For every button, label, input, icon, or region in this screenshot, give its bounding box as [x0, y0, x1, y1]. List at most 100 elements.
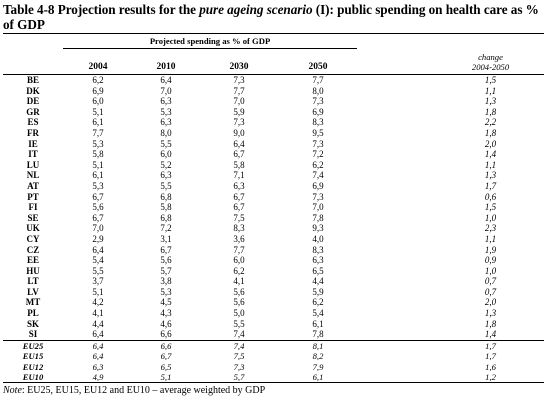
value-cell: 6,7: [233, 191, 245, 202]
note-text: : EU25, EU15, EU12 and EU10 – average we…: [21, 385, 266, 396]
change-cell: 1,1: [484, 85, 497, 96]
change-cell: 1,6: [485, 361, 496, 372]
value-cell: 6,7: [160, 244, 172, 255]
table-row: CZ 6,4 6,7 7,7 8,3 1,9: [3, 245, 544, 256]
value-cell: 9,0: [233, 127, 245, 138]
table-row: EU25 6,4 6,6 7,4 8,1 1,7: [3, 339, 545, 352]
value-cell: 6,1: [279, 372, 358, 384]
value-cell: 7,7: [233, 85, 245, 96]
country-code: CZ: [26, 244, 40, 255]
value-cell: 6,8: [160, 191, 172, 202]
country-code: AT: [27, 180, 39, 191]
change-cell: 0,6: [484, 191, 497, 202]
change-cell: 1,7: [485, 351, 496, 362]
table-row: IT 5,8 6,0 6,7 7,2 1,4: [3, 149, 544, 160]
value-cell: 6,4: [92, 329, 104, 340]
value-cell: 7,3: [312, 96, 324, 107]
table-note: Note: EU25, EU15, EU12 and EU10 – averag…: [3, 385, 265, 397]
value-cell: 7,1: [233, 170, 245, 181]
change-cell: 1,2: [437, 372, 545, 384]
country-code: PT: [27, 191, 39, 202]
value-cell: 7,3: [199, 73, 279, 86]
table-row: SI 6,4 6,6 7,4 7,8 1,4: [3, 329, 544, 340]
value-cell: 7,3: [312, 191, 324, 202]
value-cell: 9,5: [312, 127, 324, 138]
value-cell: 3,1: [160, 233, 172, 244]
value-cell: 6,5: [160, 361, 172, 372]
value-cell: 7,8: [312, 329, 324, 340]
change-cell: 1,1: [484, 233, 497, 244]
value-cell: 3,6: [233, 233, 245, 244]
value-cell: 5,8: [92, 149, 104, 160]
value-cell: 5,4: [312, 308, 324, 319]
value-cell: 6,9: [92, 85, 104, 96]
change-cell: 1,4: [484, 149, 497, 160]
value-cell: 5,8: [160, 202, 172, 213]
table-row: LV 5,1 5,3 5,6 5,9 0,7: [3, 287, 544, 298]
value-cell: 6,3: [160, 170, 172, 181]
column-header: 2010: [156, 62, 176, 72]
country-code: EU12: [22, 361, 44, 372]
value-cell: 4,1: [92, 308, 104, 319]
table-row: CY 2,9 3,1 3,6 4,0 1,1: [3, 234, 544, 245]
value-cell: 5,3: [92, 180, 104, 191]
value-cell: 3,7: [92, 276, 104, 287]
country-code: UK: [26, 223, 40, 234]
country-code: FR: [27, 127, 39, 138]
value-cell: 5,2: [160, 159, 172, 170]
table-row: GR 5,1 5,3 5,9 6,9 1,8: [3, 107, 544, 118]
country-code: IT: [28, 149, 38, 160]
value-cell: 7,7: [233, 244, 245, 255]
value-cell: 4,5: [160, 297, 172, 308]
value-cell: 7,3: [233, 361, 245, 372]
table-row: EU15 6,4 6,7 7,5 8,2 1,7: [3, 351, 544, 361]
table-row: FI 5,6 5,8 6,7 7,0 1,5: [3, 202, 544, 213]
table-row: DE 6,0 6,3 7,0 7,3 1,3: [3, 96, 544, 107]
country-code: EU15: [22, 351, 44, 362]
change-cell: 1,5: [484, 202, 497, 213]
country-code: SE: [27, 212, 39, 223]
column-header: 2050: [308, 62, 328, 72]
change-cell: 2,2: [484, 117, 497, 128]
value-cell: 7,3: [233, 117, 245, 128]
value-cell: 7,5: [233, 351, 245, 362]
value-cell: 5,6: [92, 202, 104, 213]
change-cell: 1,8: [484, 106, 497, 117]
table-row: EU12 6,3 6,5 7,3 7,9 1,6: [3, 362, 544, 372]
country-code: GR: [26, 106, 40, 117]
value-cell: 5,6: [233, 297, 245, 308]
value-cell: 5,9: [312, 286, 324, 297]
change-cell: 1,4: [484, 329, 497, 340]
value-cell: 5,1: [92, 286, 104, 297]
value-cell: 6,9: [312, 180, 324, 191]
value-cell: 4,9: [63, 372, 133, 384]
value-cell: 6,6: [133, 339, 199, 352]
table-row: LU 5,1 5,2 5,8 6,2 1,1: [3, 160, 544, 171]
table-title-prefix: Table 4-8 Projection results for the: [3, 2, 200, 17]
value-cell: 4,6: [160, 318, 172, 329]
value-cell: 6,1: [312, 318, 324, 329]
value-cell: 9,3: [312, 223, 324, 234]
table-title: Table 4-8 Projection results for the pur…: [3, 2, 548, 32]
table-row: DK 6,9 7,0 7,7 8,0 1,1: [3, 86, 544, 97]
change-cell: 1,3: [484, 170, 497, 181]
change-cell: 1,5: [437, 73, 545, 86]
table-row: MT 4,2 4,5 5,6 6,2 2,0: [3, 297, 544, 308]
value-cell: 5,0: [233, 308, 245, 319]
value-cell: 7,4: [312, 170, 324, 181]
value-cell: 5,9: [233, 106, 245, 117]
table-container: Projected spending as % of GDP 2004 2010…: [3, 33, 545, 384]
change-cell: 2,3: [484, 223, 497, 234]
table-row: IE 5,3 5,5 6,4 7,3 2,0: [3, 139, 544, 150]
country-code: FI: [28, 202, 38, 213]
value-cell: 6,4: [92, 351, 104, 362]
change-cell: 1,3: [484, 96, 497, 107]
value-cell: 6,7: [92, 212, 104, 223]
change-cell: 1,1: [484, 159, 497, 170]
change-cell: 1,0: [484, 265, 497, 276]
change-cell: 1,8: [484, 127, 497, 138]
value-cell: 7,4: [233, 329, 245, 340]
change-cell: 0,7: [484, 276, 497, 287]
value-cell: 2,9: [92, 233, 104, 244]
country-code: EU10: [3, 372, 63, 384]
